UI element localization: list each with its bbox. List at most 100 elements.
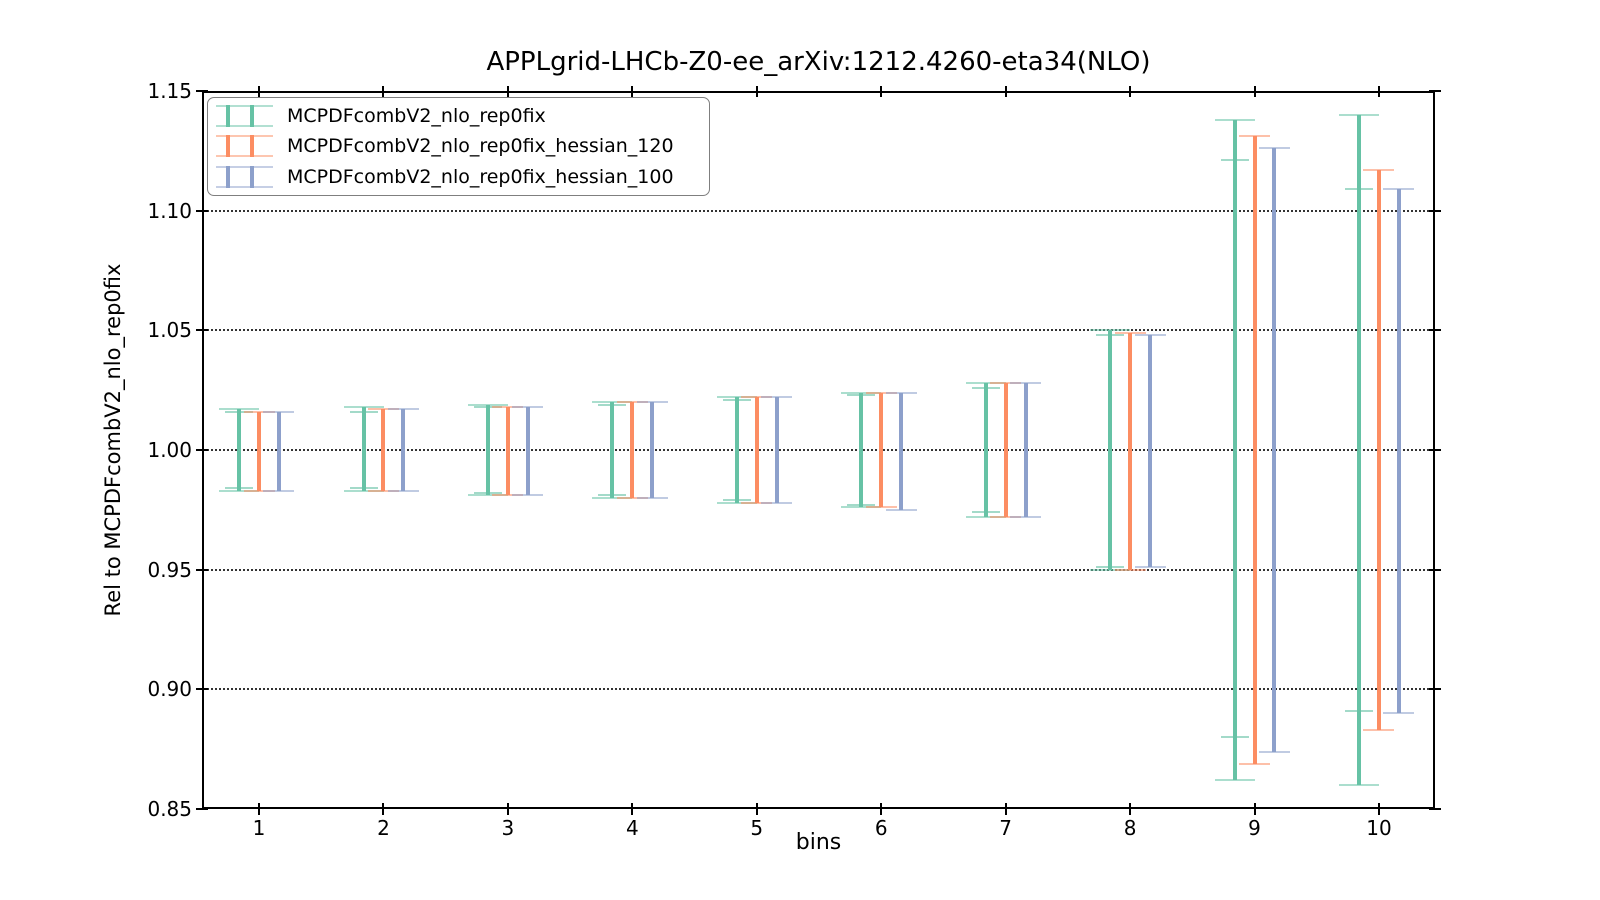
ytick-label: 1.15 [147, 79, 192, 103]
errorbar-cap-top-orange-bin6 [865, 391, 897, 394]
ytick-label: 1.05 [147, 318, 192, 343]
legend-cap-bottom [216, 185, 273, 188]
legend: MCPDFcombV2_nlo_rep0fix MCPDFcombV2_nlo_r… [207, 97, 710, 196]
xtick-bottom [506, 803, 509, 815]
legend-cap-top [216, 105, 273, 108]
errorbar-cap-top-orange-bin3 [492, 405, 524, 408]
ytick-left [196, 808, 208, 810]
legend-label: MCPDFcombV2_nlo_rep0fix [287, 105, 546, 128]
errorbar-orange-bin4 [630, 402, 635, 498]
ytick-right [1429, 329, 1441, 332]
ytick-left [196, 209, 208, 212]
errorbar-cap-top-orange-bin5 [741, 396, 773, 399]
xtick-top [631, 86, 634, 97]
legend-bar-right [250, 105, 254, 128]
errorbar-legend-marker [216, 105, 273, 128]
errorbar-cap-top-orange-bin10 [1363, 168, 1395, 171]
errorbar-cap-bottom-green-bin7 [965, 516, 1006, 518]
errorbar-cap-bottom-blue-bin7 [1010, 516, 1042, 518]
xtick-label: 9 [1248, 816, 1261, 840]
errorbar-green-bin9 [1232, 119, 1237, 781]
xtick-bottom [1129, 803, 1132, 815]
errorbar-blue-bin1 [276, 411, 281, 491]
errorbar-innercap-bottom-green-bin7 [971, 511, 1000, 514]
ytick-left [196, 568, 208, 571]
ytick-left [196, 688, 208, 691]
errorbar-cap-top-green-bin2 [343, 405, 384, 408]
errorbar-blue-bin3 [525, 406, 530, 496]
errorbar-innercap-top-green-bin6 [847, 393, 876, 396]
errorbar-cap-bottom-blue-bin2 [387, 489, 419, 492]
errorbar-cap-bottom-orange-bin4 [616, 496, 648, 499]
errorbar-cap-bottom-blue-bin5 [761, 501, 793, 504]
errorbar-cap-top-orange-bin1 [243, 410, 275, 413]
errorbar-orange-bin7 [1003, 382, 1008, 517]
xtick-bottom [880, 803, 883, 815]
legend-bar-left [226, 135, 230, 158]
errorbar-green-bin1 [237, 409, 242, 491]
errorbar-cap-top-orange-bin4 [616, 401, 648, 404]
errorbar-cap-top-blue-bin10 [1383, 188, 1415, 191]
errorbar-orange-bin5 [754, 397, 759, 503]
errorbar-cap-top-blue-bin3 [512, 405, 544, 408]
errorbar-blue-bin2 [401, 409, 406, 491]
errorbar-innercap-bottom-green-bin5 [722, 499, 751, 502]
errorbar-cap-bottom-orange-bin6 [865, 506, 897, 509]
xtick-bottom [1004, 803, 1007, 815]
errorbar-cap-top-blue-bin6 [885, 391, 917, 394]
errorbar-innercap-bottom-green-bin10 [1345, 709, 1374, 712]
xtick-top [382, 86, 385, 97]
errorbar-green-bin5 [734, 397, 739, 503]
ytick-right [1429, 568, 1441, 571]
chart-title: APPLgrid-LHCb-Z0-ee_arXiv:1212.4260-eta3… [486, 47, 1151, 77]
ytick-label: 0.85 [147, 797, 192, 821]
ytick-right [1429, 90, 1441, 92]
xtick-label: 3 [501, 816, 515, 840]
xtick-label: 5 [750, 816, 764, 840]
legend-cap-bottom [216, 125, 273, 128]
errorbar-innercap-bottom-green-bin3 [473, 492, 502, 495]
errorbar-blue-bin5 [774, 397, 779, 503]
errorbar-cap-bottom-blue-bin1 [263, 489, 295, 492]
legend-entry-3: MCPDFcombV2_nlo_rep0fix_hessian_100 [216, 162, 701, 192]
errorbar-innercap-bottom-green-bin1 [225, 487, 254, 490]
xtick-top [1129, 86, 1132, 97]
errorbar-cap-bottom-blue-bin8 [1134, 566, 1166, 569]
errorbar-innercap-top-green-bin9 [1220, 159, 1249, 162]
xtick-bottom [382, 803, 385, 815]
xtick-top [880, 86, 883, 97]
xtick-label: 7 [999, 816, 1013, 840]
errorbar-cap-top-blue-bin4 [636, 401, 668, 404]
xtick-top [1253, 86, 1256, 97]
ytick-right [1429, 209, 1441, 212]
xtick-bottom [1253, 803, 1256, 815]
xtick-label: 10 [1366, 816, 1392, 840]
ytick-left [196, 449, 208, 451]
errorbar-cap-top-orange-bin7 [990, 381, 1022, 384]
legend-bar-right [250, 165, 254, 188]
errorbar-cap-top-green-bin3 [467, 403, 508, 406]
xtick-top [755, 86, 758, 97]
errorbar-cap-bottom-blue-bin4 [636, 496, 668, 499]
ytick-label: 0.90 [147, 677, 192, 702]
errorbar-innercap-bottom-green-bin2 [349, 487, 378, 490]
errorbar-cap-bottom-green-bin5 [716, 501, 757, 504]
gridline-y-0.90 [204, 688, 1433, 691]
errorbar-green-bin10 [1357, 114, 1362, 786]
errorbar-innercap-top-green-bin5 [722, 398, 751, 401]
errorbar-cap-bottom-orange-bin8 [1114, 568, 1146, 571]
errorbar-innercap-top-green-bin4 [598, 403, 627, 406]
errorbar-innercap-bottom-green-bin9 [1220, 736, 1249, 739]
xtick-bottom [258, 803, 260, 815]
errorbar-cap-top-green-bin5 [716, 396, 757, 399]
errorbar-cap-bottom-green-bin2 [343, 489, 384, 492]
errorbar-blue-bin7 [1023, 382, 1028, 517]
errorbar-innercap-bottom-green-bin6 [847, 504, 876, 507]
xtick-top [1377, 86, 1380, 97]
errorbar-orange-bin3 [505, 406, 510, 496]
errorbar-cap-bottom-orange-bin1 [243, 489, 275, 492]
xtick-top [506, 86, 509, 97]
errorbar-green-bin6 [859, 392, 864, 508]
errorbar-innercap-bottom-green-bin4 [598, 494, 627, 497]
errorbar-innercap-top-green-bin2 [349, 410, 378, 413]
